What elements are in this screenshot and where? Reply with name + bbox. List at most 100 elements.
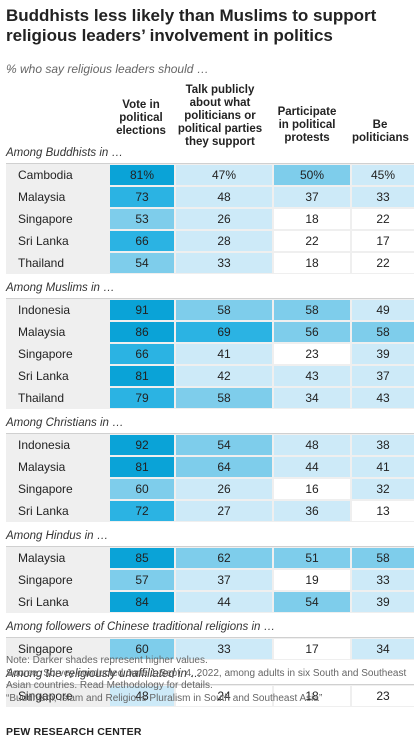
- value-cell: 48: [110, 686, 174, 706]
- value-cell: 33: [176, 253, 272, 273]
- country-label: Singapore: [18, 573, 73, 587]
- value-cell: 37: [176, 570, 272, 590]
- value-cell: 81: [110, 366, 174, 386]
- footer-report: “Buddhism, Islam and Religious Pluralism…: [6, 692, 323, 704]
- group-label: Among Buddhists in …: [6, 147, 123, 159]
- value-cell: 73: [110, 187, 174, 207]
- country-label: Thailand: [18, 256, 65, 270]
- group-block: Singapore 60 33 17 34: [6, 637, 414, 660]
- value-cell: 24: [176, 686, 272, 706]
- value-cell: 44: [274, 457, 350, 477]
- table-row: Malaysia 85 62 51 58: [6, 547, 414, 569]
- footer-source: Source: Survey conducted June 1-Sept. 4,…: [6, 667, 407, 692]
- group-block: Indonesia 92 54 48 38 Malaysia 81 64 44 41 Singapo…: [6, 433, 414, 522]
- chart-footer: Note: Darker shades represent higher val…: [6, 655, 416, 705]
- table-row: Sri Lanka 66 28 22 17: [6, 230, 414, 252]
- value-cell: 16: [274, 479, 350, 499]
- value-cell: 79: [110, 388, 174, 408]
- country-label: Singapore: [18, 482, 73, 496]
- column-header-politicians: Be politicians: [352, 119, 409, 144]
- value-cell: 17: [352, 231, 414, 251]
- group-label: Among Muslims in …: [6, 282, 115, 294]
- value-cell: 37: [274, 187, 350, 207]
- table-row: Malaysia 73 48 37 33: [6, 186, 414, 208]
- value-cell: 54: [176, 435, 272, 455]
- table-row: Malaysia 86 69 56 58: [6, 321, 414, 343]
- value-cell: 18: [274, 253, 350, 273]
- country-label: Thailand: [18, 391, 65, 405]
- value-cell: 54: [110, 253, 174, 273]
- country-label: Malaysia: [18, 190, 66, 204]
- country-label: Singapore: [18, 689, 73, 703]
- value-cell: 38: [352, 435, 414, 455]
- value-cell: 42: [176, 366, 272, 386]
- footer-note: Note: Darker shades represent higher val…: [6, 655, 208, 666]
- table-row: Sri Lanka 72 27 36 13: [6, 500, 414, 522]
- value-cell: 22: [352, 209, 414, 229]
- table-row: Sri Lanka 81 42 43 37: [6, 365, 414, 387]
- value-cell: 86: [110, 322, 174, 342]
- table-row: Indonesia 92 54 48 38: [6, 434, 414, 456]
- value-cell: 39: [352, 344, 414, 364]
- column-header-talk: Talk publicly about what politicians or …: [177, 84, 263, 148]
- value-cell: 48: [176, 187, 272, 207]
- country-label: Singapore: [18, 212, 73, 226]
- table-row: Cambodia 81% 47% 50% 45%: [6, 164, 414, 186]
- value-cell: 62: [176, 548, 272, 568]
- group-label: Among followers of Chinese traditional r…: [6, 621, 276, 633]
- table-row: Singapore 60 33 17 34: [6, 638, 414, 660]
- value-cell: 84: [110, 592, 174, 612]
- value-cell: 33: [352, 187, 414, 207]
- value-cell: 18: [274, 686, 350, 706]
- table-row: Singapore 57 37 19 33: [6, 569, 414, 591]
- group-label: Among the religiously unaffiliated in …: [6, 668, 202, 680]
- value-cell: 33: [352, 570, 414, 590]
- column-header-vote: Vote in political elections: [116, 99, 166, 137]
- value-cell: 22: [352, 253, 414, 273]
- value-cell: 58: [352, 322, 414, 342]
- value-cell: 37: [352, 366, 414, 386]
- country-label: Indonesia: [18, 438, 71, 452]
- value-cell: 43: [274, 366, 350, 386]
- country-label: Cambodia: [18, 168, 73, 182]
- value-cell: 53: [110, 209, 174, 229]
- value-cell: 32: [352, 479, 414, 499]
- value-cell: 48: [274, 435, 350, 455]
- country-label: Malaysia: [18, 460, 66, 474]
- column-header-protest: Participate in political protests: [277, 106, 337, 144]
- value-cell: 50%: [274, 165, 350, 185]
- value-cell: 58: [274, 300, 350, 320]
- value-cell: 58: [176, 388, 272, 408]
- value-cell: 23: [274, 344, 350, 364]
- data-table: Among Buddhists in … Cambodia 81% 47% 50% 45%…: [6, 143, 414, 711]
- value-cell: 22: [274, 231, 350, 251]
- country-label: Indonesia: [18, 303, 71, 317]
- value-cell: 45%: [352, 165, 414, 185]
- value-cell: 47%: [176, 165, 272, 185]
- value-cell: 13: [352, 501, 414, 521]
- value-cell: 49: [352, 300, 414, 320]
- value-cell: 17: [274, 639, 350, 659]
- value-cell: 92: [110, 435, 174, 455]
- group-block: Indonesia 91 58 58 49 Malaysia 86 69 56 58 Singapo…: [6, 298, 414, 409]
- group-label: Among Hindus in …: [6, 530, 109, 542]
- value-cell: 34: [352, 639, 414, 659]
- country-label: Sri Lanka: [18, 595, 69, 609]
- chart-title: Buddhists less likely than Muslims to su…: [6, 6, 377, 45]
- value-cell: 81: [110, 457, 174, 477]
- value-cell: 60: [110, 639, 174, 659]
- value-cell: 43: [352, 388, 414, 408]
- table-row: Singapore 60 26 16 32: [6, 478, 414, 500]
- value-cell: 91: [110, 300, 174, 320]
- country-label: Singapore: [18, 347, 73, 361]
- value-cell: 41: [352, 457, 414, 477]
- value-cell: 39: [352, 592, 414, 612]
- table-row: Singapore 66 41 23 39: [6, 343, 414, 365]
- value-cell: 33: [176, 639, 272, 659]
- group-label: Among Christians in …: [6, 417, 124, 429]
- value-cell: 44: [176, 592, 272, 612]
- value-cell: 23: [352, 686, 414, 706]
- value-cell: 60: [110, 479, 174, 499]
- country-label: Singapore: [18, 642, 73, 656]
- group-block: Singapore 48 24 18 23: [6, 684, 414, 707]
